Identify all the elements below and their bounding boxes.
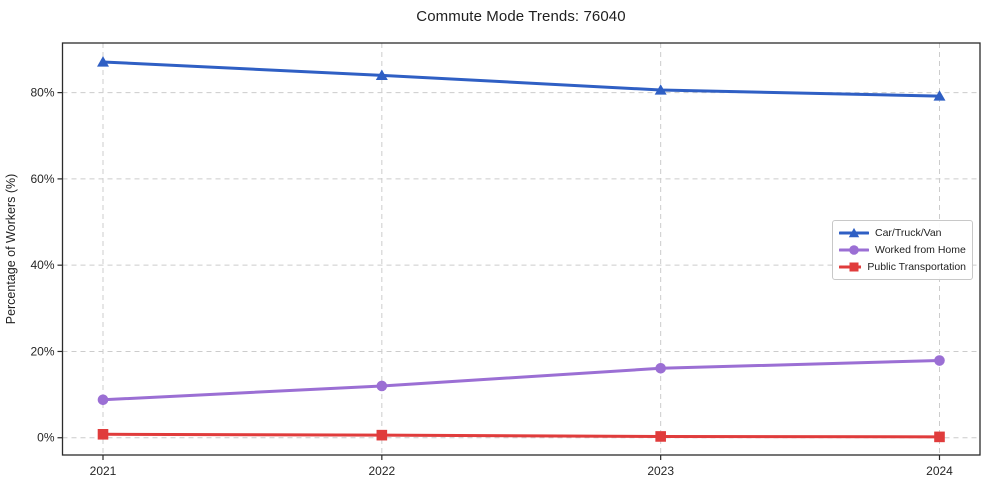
square-marker-icon (376, 429, 388, 441)
legend-label: Worked from Home (875, 243, 966, 256)
square-marker-icon (655, 431, 666, 442)
y-tick-label: 40% (30, 258, 54, 272)
circle-marker-icon (376, 380, 388, 392)
y-tick-label: 80% (30, 86, 54, 100)
series-line-triangle (101, 60, 941, 98)
y-tick-label: 0% (37, 431, 55, 445)
legend-item: Worked from Home (839, 243, 966, 257)
y-axis-label: Percentage of Workers (%) (4, 174, 18, 325)
plot-area: 0% 20% 40% 60% 80% 2021 2022 2023 2024 (30, 42, 981, 478)
triangle-marker-icon (375, 69, 388, 80)
x-tick-label: 2023 (647, 464, 674, 478)
x-tick-label: 2024 (926, 464, 953, 478)
legend: Car/Truck/Van Worked from Home Public Tran… (832, 220, 973, 280)
legend-label: Public Transportation (867, 261, 966, 274)
series-line-circle (101, 359, 941, 402)
x-tick-label: 2022 (368, 464, 395, 478)
triangle-marker-icon (97, 56, 109, 67)
square-marker-icon (934, 431, 945, 443)
y-tick-label: 60% (30, 172, 54, 186)
y-tick-label: 20% (30, 344, 54, 358)
series-line-square (101, 432, 941, 439)
circle-marker-icon (655, 362, 666, 374)
circle-marker-icon (934, 355, 945, 366)
circle-marker-icon (97, 394, 109, 406)
x-tick-label: 2021 (90, 464, 117, 478)
legend-item: Car/Truck/Van (839, 226, 966, 240)
legend-label: Car/Truck/Van (875, 226, 942, 239)
triangle-marker-icon (933, 90, 946, 101)
triangle-marker-icon (654, 84, 667, 95)
chart-title: Commute Mode Trends: 76040 (416, 8, 626, 25)
legend-item: Public Transportation (839, 260, 966, 274)
triangle-legend-icon (839, 227, 869, 237)
axes-border (61, 42, 981, 456)
square-marker-icon (97, 428, 109, 440)
square-legend-icon (839, 262, 862, 272)
circle-legend-icon (839, 245, 869, 255)
